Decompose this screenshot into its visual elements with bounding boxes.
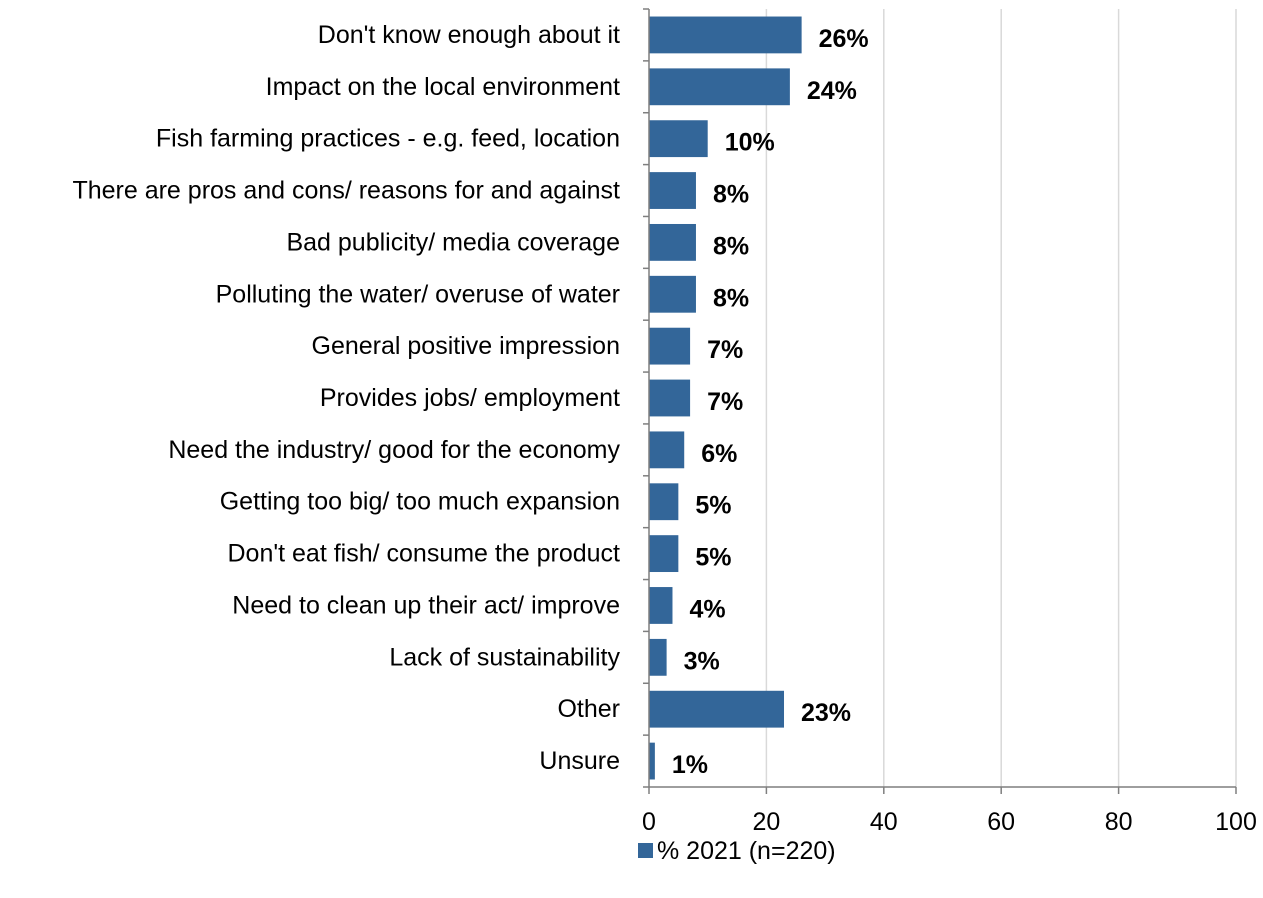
axes [643, 8, 1236, 788]
bar [649, 535, 679, 573]
category-label: Fish farming practices - e.g. feed, loca… [156, 125, 620, 153]
category-label: Need the industry/ good for the economy [168, 436, 620, 464]
bar [649, 379, 691, 417]
data-label: 7% [707, 336, 743, 364]
x-tick-label: 80 [1105, 808, 1133, 836]
value-labels: 26% 24% 10% 8% 8% 8% 7% 7% 6% 5% 5% 4% 3% 23% 1% [672, 25, 869, 779]
bar [649, 16, 802, 54]
category-label: Getting too big/ too much expansion [220, 488, 620, 516]
bar [649, 120, 708, 158]
data-label: 4% [689, 595, 725, 623]
bar [649, 431, 685, 469]
data-label: 5% [695, 544, 731, 572]
bar [649, 638, 667, 676]
data-label: 5% [695, 492, 731, 520]
data-label: 1% [672, 751, 708, 779]
category-labels: Don't know enough about it Impact on the … [72, 21, 620, 775]
x-tick-label: 100 [1215, 808, 1257, 836]
bar [649, 327, 691, 365]
data-label: 8% [713, 181, 749, 209]
bar [649, 742, 655, 780]
data-label: 24% [807, 77, 857, 105]
data-label: 8% [713, 284, 749, 312]
bar [649, 275, 696, 313]
legend-swatch [638, 843, 653, 858]
category-label: Lack of sustainability [389, 643, 620, 671]
category-label: Don't eat fish/ consume the product [228, 540, 621, 568]
category-label: There are pros and cons/ reasons for and… [72, 177, 620, 205]
data-label: 26% [819, 25, 869, 53]
data-label: 8% [713, 232, 749, 260]
data-label: 3% [684, 647, 720, 675]
data-label: 10% [725, 129, 775, 157]
category-label: Need to clean up their act/ improve [232, 591, 620, 619]
bars [649, 16, 802, 780]
category-label: Don't know enough about it [318, 21, 620, 49]
legend-label: % 2021 (n=220) [657, 837, 836, 865]
x-tick-label: 60 [987, 808, 1015, 836]
category-label: Unsure [539, 747, 620, 775]
category-label: Impact on the local environment [266, 73, 620, 101]
gridlines [765, 9, 1237, 787]
bar [649, 68, 790, 106]
x-tick-label: 0 [642, 808, 656, 836]
x-tick-labels: 0 20 40 60 80 100 [642, 787, 1257, 836]
category-label: Polluting the water/ overuse of water [216, 280, 620, 308]
category-label: Other [557, 695, 620, 723]
x-tick-label: 40 [870, 808, 898, 836]
x-tick-label: 20 [752, 808, 780, 836]
data-label: 23% [801, 699, 851, 727]
category-label: Bad publicity/ media coverage [286, 228, 620, 256]
category-label: General positive impression [312, 332, 620, 360]
bar [649, 172, 696, 209]
bar [649, 223, 696, 261]
bar [649, 483, 679, 521]
data-label: 7% [707, 388, 743, 416]
bar [649, 587, 673, 624]
data-label: 6% [701, 440, 737, 468]
legend: % 2021 (n=220) [638, 837, 836, 865]
bar [649, 690, 785, 728]
category-label: Provides jobs/ employment [320, 384, 620, 412]
